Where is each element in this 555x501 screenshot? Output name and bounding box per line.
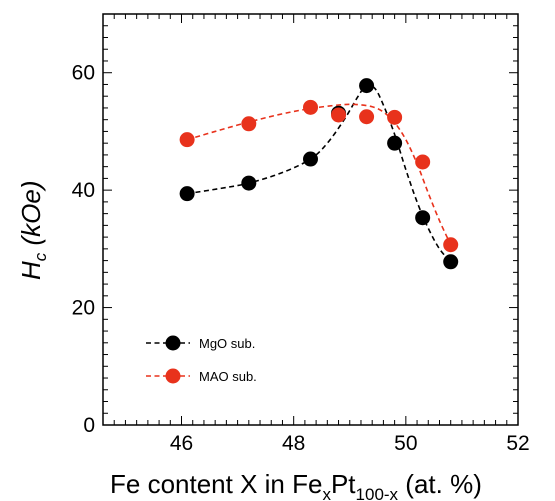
plot-frame xyxy=(102,13,519,426)
series-1-fit-line xyxy=(186,83,452,263)
data-points xyxy=(179,78,459,270)
legend: MgO sub. MAO sub. xyxy=(146,335,257,384)
series-1-point xyxy=(443,254,459,270)
fit-curves xyxy=(186,83,452,263)
legend-label: MAO sub. xyxy=(199,369,257,384)
axis-tick-labels: 46 48 50 52 0 20 40 60 xyxy=(72,62,530,455)
series-1-point xyxy=(241,175,257,191)
series-1-point xyxy=(415,210,431,226)
series-2-point xyxy=(443,237,459,253)
x-tick-label: 50 xyxy=(394,432,417,455)
legend-label: MgO sub. xyxy=(199,336,255,351)
y-axis-title: Hc (kOe) xyxy=(16,180,50,280)
y-tick-label: 0 xyxy=(83,414,95,437)
x-tick-label: 46 xyxy=(170,432,193,455)
x-axis-title: Fe content X in FexPt100-x (at. %) xyxy=(110,469,482,501)
series-2-point xyxy=(331,107,347,123)
series-2-point xyxy=(359,109,375,125)
series-1-point xyxy=(387,135,403,151)
series-1-point xyxy=(179,186,195,202)
series-1-point xyxy=(303,151,318,167)
axis-ticks xyxy=(102,13,519,426)
series-1-point xyxy=(359,78,375,94)
series-2-point xyxy=(179,132,195,148)
y-tick-label: 60 xyxy=(72,62,95,85)
series-2-point xyxy=(387,109,403,125)
y-tick-label: 20 xyxy=(72,297,95,320)
y-tick-label: 40 xyxy=(72,179,95,202)
legend-marker xyxy=(165,335,181,351)
series-2-point xyxy=(415,154,431,170)
series-2-point xyxy=(241,116,257,132)
x-tick-label: 48 xyxy=(282,432,305,455)
x-tick-label: 52 xyxy=(506,432,529,455)
series-2-point xyxy=(303,99,318,115)
legend-marker xyxy=(165,368,181,384)
series-2-fit-line xyxy=(186,103,452,246)
